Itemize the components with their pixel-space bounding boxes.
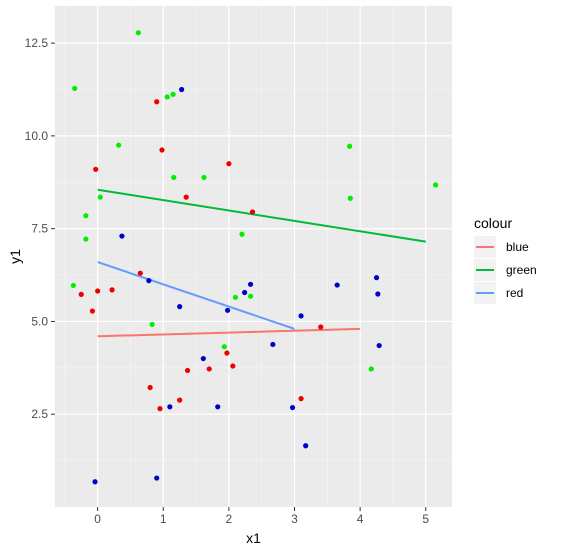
data-point-red <box>157 406 163 412</box>
data-point-red <box>109 287 115 293</box>
fit-line-red <box>97 261 295 330</box>
data-point-blue <box>303 443 309 449</box>
legend: colour blue green red <box>474 215 537 304</box>
grid-lines <box>55 6 452 507</box>
x-tick-label: 2 <box>226 512 233 526</box>
y-tick-label: 7.5 <box>31 222 48 236</box>
fit-lines <box>97 188 426 338</box>
data-point-green <box>239 231 245 237</box>
data-point-green <box>347 195 353 201</box>
data-point-green <box>347 143 353 149</box>
data-point-blue <box>298 313 304 319</box>
data-point-green <box>432 182 439 188</box>
data-point-red <box>93 166 99 172</box>
axes: 0 1 2 3 4 5 2.5 5.0 7.5 10.0 12.5 <box>25 36 430 526</box>
data-point-green <box>70 282 76 289</box>
data-point-blue <box>154 475 160 481</box>
legend-label-blue: blue <box>506 240 529 254</box>
data-point-red <box>230 363 236 369</box>
data-point-red <box>226 161 232 167</box>
data-point-blue <box>167 404 173 410</box>
data-point-blue <box>270 341 276 348</box>
fit-line-blue <box>97 327 361 338</box>
data-point-blue <box>247 281 254 287</box>
data-point-green <box>72 85 78 91</box>
data-point-red <box>224 350 230 356</box>
data-point-red <box>137 270 143 276</box>
data-point-green <box>221 344 227 350</box>
data-point-green <box>171 174 177 181</box>
data-point-red <box>89 308 96 314</box>
data-point-green <box>232 294 239 300</box>
data-point-green <box>149 321 155 328</box>
data-point-green <box>201 174 207 181</box>
data-point-blue <box>375 291 381 297</box>
plot-panel <box>55 6 452 507</box>
data-point-red <box>318 324 324 330</box>
data-point-red <box>249 209 256 215</box>
data-point-blue <box>289 404 296 411</box>
y-tick-label: 12.5 <box>25 36 49 50</box>
data-point-red <box>95 288 101 294</box>
x-tick-label: 0 <box>94 512 101 526</box>
data-point-red <box>78 291 84 297</box>
data-point-green <box>368 366 374 372</box>
data-point-blue <box>242 289 248 296</box>
data-point-blue <box>334 282 340 288</box>
legend-title: colour <box>474 215 512 231</box>
data-point-red <box>154 99 160 105</box>
data-point-blue <box>376 342 382 349</box>
legend-label-red: red <box>506 286 523 300</box>
data-point-red <box>298 396 304 402</box>
data-point-blue <box>179 86 185 93</box>
data-point-blue <box>146 278 152 284</box>
data-point-green <box>83 236 89 242</box>
data-point-blue <box>224 307 231 313</box>
data-point-blue <box>92 479 98 485</box>
data-point-green <box>170 91 176 97</box>
y-tick-label: 2.5 <box>31 407 48 421</box>
x-tick-label: 4 <box>357 512 364 526</box>
data-point-blue <box>119 233 125 239</box>
y-axis-title: y1 <box>7 249 23 264</box>
y-tick-label: 5.0 <box>31 314 48 328</box>
y-tick-label: 10.0 <box>25 129 49 143</box>
legend-label-green: green <box>506 263 537 277</box>
data-point-red <box>206 366 212 372</box>
data-point-green <box>97 194 103 200</box>
data-point-red <box>159 147 165 153</box>
data-point-red <box>177 397 183 403</box>
data-point-red <box>183 194 189 200</box>
data-point-green <box>247 293 254 299</box>
data-point-green <box>83 213 89 219</box>
data-point-green <box>135 30 141 36</box>
data-point-red <box>147 384 153 391</box>
data-point-blue <box>177 304 183 310</box>
x-axis-title: x1 <box>246 530 261 546</box>
fit-line-green <box>97 188 426 243</box>
data-point-blue <box>215 404 221 410</box>
data-point-red <box>184 367 191 374</box>
data-points <box>70 30 439 485</box>
x-tick-label: 1 <box>160 512 167 526</box>
data-point-blue <box>373 275 380 281</box>
data-point-green <box>116 142 122 148</box>
data-point-blue <box>200 355 206 362</box>
x-tick-label: 3 <box>291 512 298 526</box>
x-tick-label: 5 <box>422 512 429 526</box>
data-point-green <box>164 94 170 100</box>
